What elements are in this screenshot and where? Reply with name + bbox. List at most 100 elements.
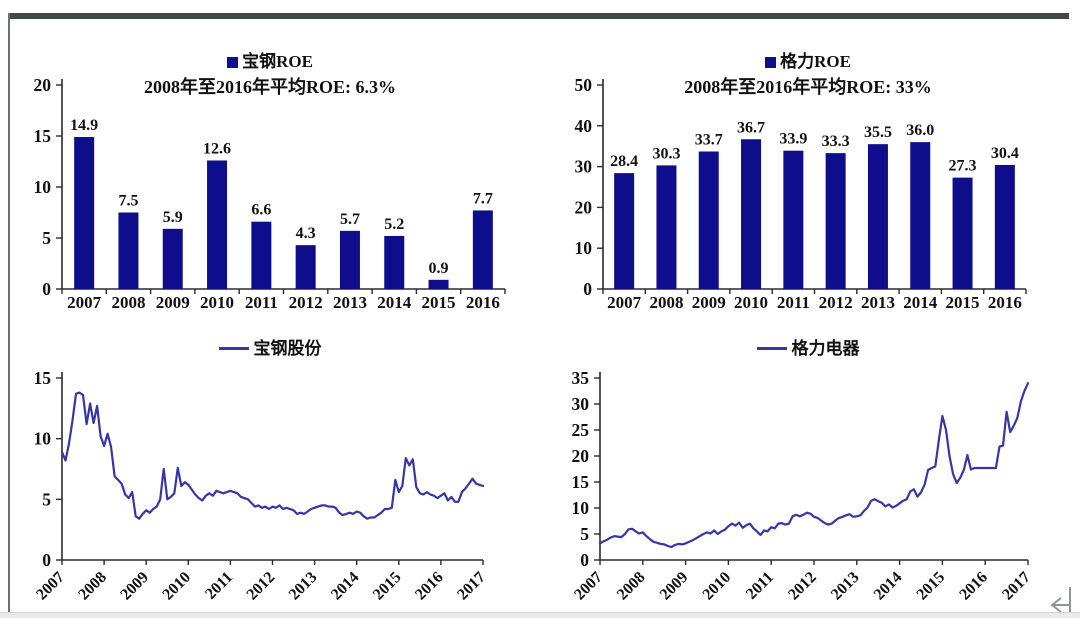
legend-label: 宝钢ROE (242, 52, 313, 71)
chart-baogang-price: 宝钢股份 0 5 10 15 2007 2008 2009 2010 2011 2012 2013 2… (10, 326, 530, 618)
svg-text:2011: 2011 (202, 569, 236, 603)
top-border-bar (8, 13, 1069, 19)
svg-text:2015: 2015 (422, 293, 456, 312)
bottom-edge-strip (0, 612, 1080, 618)
svg-text:30: 30 (575, 157, 593, 177)
chart-baogang-roe: 宝钢ROE 2008年至2016年平均ROE: 6.3% 0 5 10 15 20 14.… (10, 40, 530, 332)
svg-text:33.9: 33.9 (779, 131, 807, 148)
svg-text:2011: 2011 (743, 569, 777, 603)
svg-text:50: 50 (575, 78, 593, 95)
svg-text:5: 5 (42, 228, 51, 248)
svg-text:15: 15 (34, 126, 52, 146)
svg-text:35: 35 (572, 368, 590, 388)
legend-baogang-price: 宝钢股份 (10, 334, 530, 359)
svg-text:2014: 2014 (871, 569, 906, 604)
svg-text:25: 25 (572, 420, 590, 440)
svg-text:10: 10 (34, 429, 52, 449)
svg-text:20: 20 (34, 78, 52, 95)
svg-text:2016: 2016 (412, 569, 447, 604)
svg-text:2009: 2009 (156, 293, 190, 312)
geli-roe-plot: 0 10 20 30 40 50 28.4 2007 30.3 2008 33.7 2009 36.7 2… (575, 78, 1027, 312)
svg-text:33.3: 33.3 (822, 133, 850, 150)
svg-text:2015: 2015 (914, 569, 949, 604)
svg-text:20: 20 (575, 197, 593, 217)
legend-baogang-roe: 宝钢ROE (10, 47, 530, 72)
legend-geli-price: 格力电器 (548, 334, 1068, 359)
svg-text:2013: 2013 (828, 569, 863, 604)
legend-label: 宝钢股份 (253, 339, 322, 358)
baogang-roe-plot: 0 5 10 15 20 14.9 2007 7.5 2008 5.9 2009 12.6 2010 6.… (34, 78, 506, 312)
svg-text:2008: 2008 (75, 569, 110, 604)
svg-text:2012: 2012 (785, 569, 820, 604)
svg-text:2016: 2016 (466, 293, 500, 312)
svg-text:10: 10 (34, 177, 52, 197)
svg-text:2007: 2007 (571, 569, 606, 604)
svg-text:12.6: 12.6 (203, 140, 231, 157)
svg-text:2015: 2015 (946, 293, 980, 312)
legend-label: 格力电器 (791, 339, 860, 358)
svg-text:2007: 2007 (607, 293, 642, 312)
svg-text:10: 10 (572, 498, 590, 518)
svg-text:2010: 2010 (200, 293, 234, 312)
svg-text:5.9: 5.9 (163, 209, 183, 226)
svg-text:2013: 2013 (861, 293, 895, 312)
svg-text:2010: 2010 (159, 569, 194, 604)
svg-text:15: 15 (572, 472, 590, 492)
svg-text:5: 5 (580, 524, 589, 544)
svg-text:2013: 2013 (286, 569, 321, 604)
legend-square-icon (227, 57, 239, 68)
svg-text:0.9: 0.9 (429, 260, 449, 277)
svg-text:27.3: 27.3 (949, 158, 977, 175)
svg-text:33.7: 33.7 (695, 132, 723, 149)
chart-geli-roe: 格力ROE 2008年至2016年平均ROE: 33% 0 10 20 30 40 50 2… (548, 40, 1068, 332)
svg-text:10: 10 (575, 238, 593, 258)
svg-text:2012: 2012 (244, 569, 279, 604)
svg-text:2009: 2009 (657, 569, 692, 604)
svg-text:2013: 2013 (333, 293, 367, 312)
svg-text:20: 20 (572, 446, 590, 466)
svg-text:2009: 2009 (692, 293, 726, 312)
svg-text:2017: 2017 (454, 569, 489, 604)
svg-text:2011: 2011 (777, 293, 810, 312)
svg-text:28.4: 28.4 (610, 153, 638, 170)
svg-text:2008: 2008 (614, 569, 649, 604)
svg-text:2015: 2015 (370, 569, 405, 604)
svg-text:2010: 2010 (734, 293, 768, 312)
svg-text:30.3: 30.3 (652, 145, 680, 162)
svg-text:0: 0 (42, 550, 51, 570)
svg-text:0: 0 (583, 279, 592, 299)
svg-text:5: 5 (42, 489, 51, 509)
svg-text:2009: 2009 (117, 569, 152, 604)
svg-text:2012: 2012 (289, 293, 323, 312)
svg-text:2007: 2007 (67, 293, 102, 312)
svg-text:5.7: 5.7 (340, 211, 360, 228)
svg-text:40: 40 (575, 116, 593, 136)
avg-roe-subtitle: 2008年至2016年平均ROE: 6.3% (144, 77, 396, 97)
svg-text:2008: 2008 (649, 293, 683, 312)
legend-geli-roe: 格力ROE (548, 47, 1068, 72)
legend-label: 格力ROE (780, 52, 851, 71)
svg-text:2014: 2014 (328, 569, 363, 604)
svg-text:4.3: 4.3 (296, 225, 316, 242)
svg-text:6.6: 6.6 (251, 202, 271, 219)
svg-text:2011: 2011 (245, 293, 278, 312)
svg-text:15: 15 (34, 368, 52, 388)
avg-roe-subtitle: 2008年至2016年平均ROE: 33% (684, 77, 932, 97)
svg-text:2016: 2016 (988, 293, 1022, 312)
chart-geli-price: 格力电器 0 5 10 15 20 25 30 35 2007 2008 2009 2010 2011 2… (548, 326, 1068, 618)
svg-text:7.7: 7.7 (473, 190, 493, 207)
legend-line-icon (218, 347, 249, 350)
svg-text:0: 0 (580, 550, 589, 570)
svg-text:7.5: 7.5 (118, 193, 138, 210)
svg-text:35.5: 35.5 (864, 124, 892, 141)
svg-text:2010: 2010 (700, 569, 735, 604)
svg-text:30: 30 (572, 394, 590, 414)
svg-text:0: 0 (42, 279, 51, 299)
svg-text:2014: 2014 (377, 293, 412, 312)
left-border-line (8, 13, 10, 618)
svg-text:2007: 2007 (33, 569, 68, 604)
legend-line-icon (756, 347, 787, 350)
